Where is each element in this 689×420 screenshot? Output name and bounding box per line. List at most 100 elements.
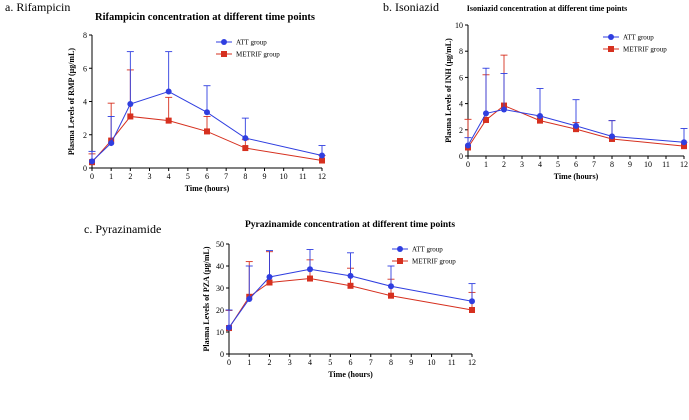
data-point	[681, 143, 687, 150]
data-point	[388, 283, 394, 290]
x-tick-label: 4	[308, 358, 312, 367]
data-point	[573, 122, 579, 129]
x-axis-title: Time (hours)	[185, 184, 230, 193]
data-point	[465, 142, 471, 149]
x-tick-label: 3	[520, 160, 524, 169]
legend-entry: METRIF group	[216, 51, 280, 59]
y-axis-title: Plasma Levels of RMP (μg/mL)	[67, 48, 76, 156]
data-point	[307, 266, 313, 273]
y-tick-label: 4	[459, 100, 463, 109]
legend-label: ATT group	[623, 34, 654, 42]
x-tick-label: 5	[556, 160, 560, 169]
legend-entry: METRIF group	[603, 46, 667, 54]
y-tick-label: 10	[216, 328, 224, 337]
y-axis-title: Plasma Levels of PZA (μg/mL)	[202, 246, 211, 351]
x-tick-label: 4	[167, 172, 171, 181]
legend-marker	[608, 34, 614, 40]
legend-label: ATT group	[236, 39, 267, 47]
legend-marker	[397, 258, 403, 264]
panel-label-b: b. Isoniazid	[383, 0, 439, 14]
data-point	[89, 158, 95, 165]
y-tick-label: 8	[83, 31, 87, 40]
y-tick-label: 6	[83, 64, 87, 73]
x-tick-label: 2	[128, 172, 132, 181]
chart-title: Rifampicin concentration at different ti…	[95, 12, 315, 23]
x-tick-label: 9	[409, 358, 413, 367]
x-tick-label: 1	[247, 358, 251, 367]
y-tick-label: 0	[459, 152, 463, 161]
legend-entry: ATT group	[216, 39, 267, 47]
x-tick-label: 3	[148, 172, 152, 181]
data-point	[347, 272, 354, 279]
x-tick-label: 0	[466, 160, 470, 169]
data-point	[537, 117, 543, 124]
x-tick-label: 6	[205, 172, 209, 181]
x-tick-label: 10	[280, 172, 288, 181]
legend-entry: ATT group	[392, 246, 443, 254]
data-point	[388, 292, 394, 299]
y-tick-label: 20	[216, 306, 224, 315]
x-tick-label: 2	[502, 160, 506, 169]
y-tick-label: 4	[83, 98, 87, 107]
y-tick-label: 50	[216, 240, 224, 249]
x-tick-label: 7	[592, 160, 596, 169]
x-tick-label: 9	[628, 160, 632, 169]
data-point	[483, 110, 489, 117]
x-tick-label: 3	[288, 358, 292, 367]
y-tick-label: 0	[220, 350, 224, 359]
chart-2: Pyrazinamide concentration at different …	[202, 220, 476, 379]
data-point	[347, 282, 354, 289]
x-tick-label: 8	[610, 160, 614, 169]
data-point	[319, 157, 325, 164]
data-point	[307, 275, 313, 282]
x-tick-label: 9	[263, 172, 267, 181]
y-tick-label: 30	[216, 284, 224, 293]
y-axis-title: Plasma Levels of INH (μg/mL)	[444, 38, 453, 143]
data-point	[165, 117, 172, 124]
x-tick-label: 6	[574, 160, 578, 169]
x-tick-label: 7	[369, 358, 373, 367]
x-tick-label: 12	[318, 172, 326, 181]
y-tick-label: 10	[455, 21, 463, 30]
data-point	[226, 324, 232, 331]
chart-title: Pyrazinamide concentration at different …	[245, 220, 455, 230]
data-point	[204, 128, 210, 135]
data-point	[483, 116, 489, 123]
x-tick-label: 10	[428, 358, 436, 367]
x-tick-label: 8	[243, 172, 247, 181]
data-point	[266, 279, 273, 286]
x-axis-title: Time (hours)	[554, 172, 599, 181]
data-point	[127, 113, 134, 120]
x-tick-label: 1	[109, 172, 113, 181]
x-tick-label: 0	[227, 358, 231, 367]
data-point	[204, 109, 210, 116]
panel-label-c: c. Pyrazinamide	[84, 222, 162, 236]
data-point	[246, 296, 253, 302]
x-tick-label: 1	[484, 160, 488, 169]
data-point	[469, 307, 475, 313]
data-point	[319, 152, 325, 159]
legend-entry: ATT group	[603, 34, 654, 42]
y-tick-label: 8	[459, 47, 463, 56]
data-point	[469, 298, 475, 305]
data-point	[108, 140, 115, 147]
legend-entry: METRIF group	[392, 258, 456, 266]
x-tick-label: 11	[662, 160, 670, 169]
data-point	[242, 145, 249, 152]
legend-marker	[221, 39, 227, 45]
chart-1: Isoniazid concentration at different tim…	[444, 4, 688, 181]
x-tick-label: 8	[389, 358, 393, 367]
y-tick-label: 2	[459, 126, 463, 135]
data-point	[537, 113, 543, 120]
x-tick-label: 6	[349, 358, 353, 367]
x-tick-label: 7	[224, 172, 228, 181]
x-tick-label: 5	[328, 358, 332, 367]
chart-title: Isoniazid concentration at different tim…	[467, 4, 628, 13]
data-point	[609, 133, 615, 140]
legend-marker	[608, 46, 614, 52]
series-att	[88, 51, 326, 165]
x-tick-label: 2	[268, 358, 272, 367]
x-tick-label: 11	[448, 358, 456, 367]
series-att	[464, 67, 688, 149]
